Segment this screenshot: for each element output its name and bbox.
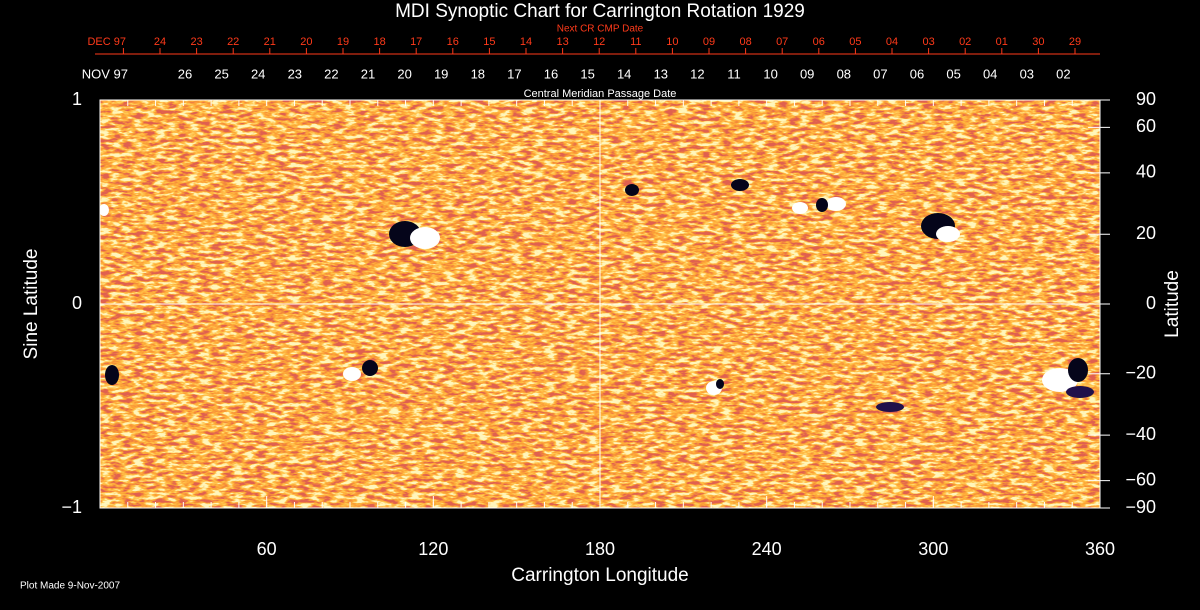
cmp-axis-label: 05 [946,66,960,81]
cmp-axis-label: 04 [983,66,997,81]
cmp-axis-label: 21 [361,66,375,81]
top-axis-label: 23 [190,36,202,48]
top-axis-label: 03 [922,36,934,48]
y2-tick-label: −40 [1125,424,1156,444]
cmp-axis-label: 16 [544,66,558,81]
top-axis-label: 17 [410,36,422,48]
top-axis-label: 19 [337,36,349,48]
y2-tick-label: 0 [1146,293,1156,313]
y2-axis-label: Latitude [1162,270,1183,338]
top-axis-title: Next CR CMP Date [557,24,644,35]
cmp-axis-label: 25 [214,66,228,81]
cmp-axis-label: 24 [251,66,265,81]
y2-tick-label: −60 [1125,469,1156,489]
top-axis-label: 11 [630,36,641,48]
y2-tick-label: 20 [1136,223,1156,243]
cmp-axis-label: 07 [873,66,887,81]
top-axis-label: 16 [447,36,459,48]
cmp-axis-label: 02 [1056,66,1070,81]
cmp-axis-label: 11 [727,66,741,81]
x-tick-label: 240 [752,539,782,559]
top-axis-label: 29 [1069,36,1081,48]
top-axis-label: 18 [373,36,385,48]
cmp-axis-label: 22 [324,66,338,81]
top-axis-label: DEC 97 [87,36,126,48]
top-axis-label: 15 [483,36,495,48]
top-axis-label: 06 [813,36,825,48]
top-axis-label: 04 [886,36,898,48]
cmp-axis-label: 23 [288,66,302,81]
y-tick-label: 0 [72,293,82,313]
cmp-axis-label: 18 [471,66,485,81]
cmp-axis-label: 17 [507,66,521,81]
y-axis-label: Sine Latitude [21,249,42,360]
top-axis-label: 02 [959,36,971,48]
cmp-axis-label: 03 [1020,66,1034,81]
top-axis-label: 10 [666,36,678,48]
top-axis-label: 07 [776,36,788,48]
chart-title: MDI Synoptic Chart for Carrington Rotati… [395,1,805,22]
cmp-axis-label: 08 [837,66,851,81]
cmp-axis-label: 13 [654,66,668,81]
top-axis-label: 24 [154,36,166,48]
top-axis-label: 01 [996,36,1008,48]
top-axis-label: 22 [227,36,239,48]
x-tick-label: 360 [1085,539,1115,559]
y2-tick-label: −90 [1125,497,1156,517]
y-tick-label: 1 [72,89,82,109]
x-tick-label: 180 [585,539,615,559]
y2-tick-label: 40 [1136,162,1156,182]
x-tick-label: 120 [418,539,448,559]
top-axis-label: 14 [520,36,532,48]
cmp-axis-label: 10 [763,66,777,81]
cmp-axis-label: 20 [397,66,411,81]
x-tick-label: 300 [918,539,948,559]
y2-tick-label: 60 [1136,116,1156,136]
cmp-axis-label: NOV 97 [82,66,128,81]
top-axis-label: 20 [300,36,312,48]
cmp-axis-label: 12 [690,66,704,81]
x-axis-label: Carrington Longitude [511,565,688,586]
cmp-axis-label: 15 [580,66,594,81]
cmp-axis-label: 14 [617,66,631,81]
x-tick-label: 60 [257,539,277,559]
top-axis-label: 30 [1032,36,1044,48]
top-axis-label: 21 [264,36,276,48]
top-axis-label: 09 [703,36,715,48]
active-regions [100,179,1094,412]
cmp-axis-label: 19 [434,66,448,81]
y2-tick-label: −20 [1125,363,1156,383]
cmp-axis-label: 09 [800,66,814,81]
top-axis-label: 12 [593,36,605,48]
cmp-axis-title: Central Meridian Passage Date [524,88,677,100]
top-axis-label: 13 [556,36,568,48]
y2-tick-label: 90 [1136,89,1156,109]
footer: Plot Made 9-Nov-2007 [20,581,120,592]
y-tick-label: −1 [61,497,82,517]
cmp-axis-label: 06 [910,66,924,81]
top-axis-label: 05 [849,36,861,48]
top-axis-label: 08 [739,36,751,48]
cmp-axis-label: 26 [178,66,192,81]
